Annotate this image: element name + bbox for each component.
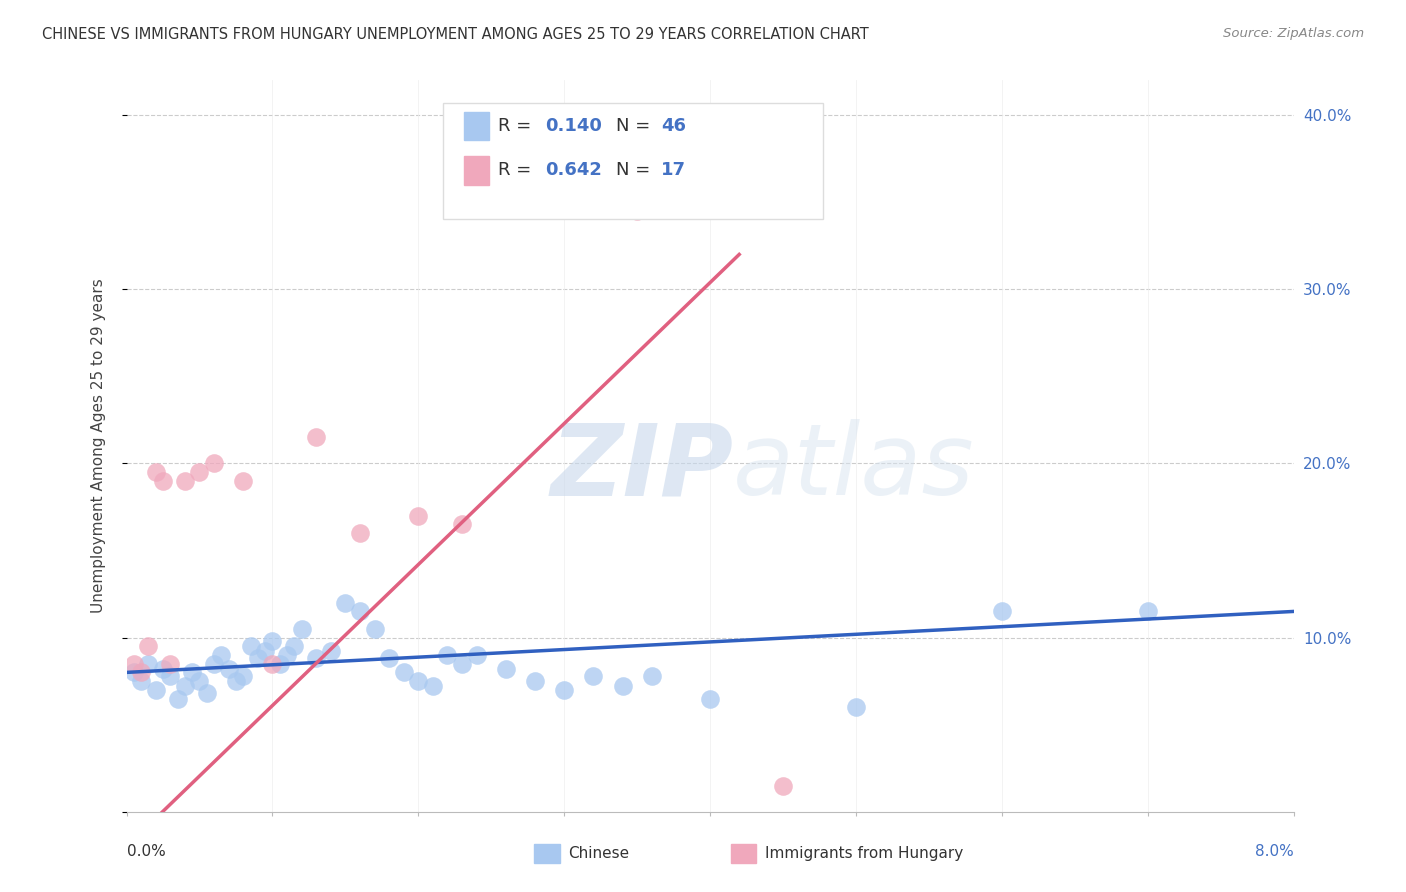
Point — [378, 651, 401, 665]
Point — [408, 674, 430, 689]
Point — [349, 526, 371, 541]
Point — [349, 604, 371, 618]
Text: Chinese: Chinese — [568, 847, 628, 861]
Point — [195, 686, 218, 700]
Point — [772, 779, 794, 793]
Text: 0.642: 0.642 — [546, 161, 602, 179]
Point — [122, 657, 145, 671]
Point — [990, 604, 1012, 618]
Point — [152, 474, 174, 488]
Text: 8.0%: 8.0% — [1254, 845, 1294, 859]
Point — [626, 203, 648, 218]
Point — [181, 665, 204, 680]
Point — [305, 651, 328, 665]
Point — [465, 648, 488, 662]
Point — [138, 640, 160, 654]
Point — [122, 665, 145, 680]
Point — [209, 648, 232, 662]
Text: 0.140: 0.140 — [546, 117, 602, 135]
Point — [392, 665, 415, 680]
Point — [225, 674, 247, 689]
Text: CHINESE VS IMMIGRANTS FROM HUNGARY UNEMPLOYMENT AMONG AGES 25 TO 29 YEARS CORREL: CHINESE VS IMMIGRANTS FROM HUNGARY UNEMP… — [42, 27, 869, 42]
Point — [202, 657, 225, 671]
Point — [239, 640, 262, 654]
Point — [553, 682, 575, 697]
Point — [335, 596, 357, 610]
Point — [159, 657, 181, 671]
Text: R =: R = — [498, 161, 537, 179]
Point — [129, 674, 152, 689]
Point — [699, 691, 721, 706]
Point — [129, 665, 152, 680]
Point — [436, 648, 458, 662]
Point — [305, 430, 328, 444]
Point — [232, 669, 254, 683]
Point — [202, 457, 225, 471]
Text: ZIP: ZIP — [550, 419, 734, 516]
Point — [276, 648, 298, 662]
Point — [523, 674, 546, 689]
Point — [166, 691, 188, 706]
Point — [174, 474, 197, 488]
Point — [218, 662, 240, 676]
Point — [451, 657, 474, 671]
Point — [641, 669, 664, 683]
Text: N =: N = — [616, 161, 655, 179]
Point — [138, 657, 160, 671]
Point — [582, 669, 605, 683]
Point — [159, 669, 181, 683]
Point — [188, 465, 211, 479]
Point — [1136, 604, 1159, 618]
Text: 46: 46 — [661, 117, 686, 135]
Point — [254, 644, 277, 658]
Text: 0.0%: 0.0% — [127, 845, 166, 859]
Point — [612, 679, 634, 693]
Y-axis label: Unemployment Among Ages 25 to 29 years: Unemployment Among Ages 25 to 29 years — [91, 278, 105, 614]
Point — [145, 682, 167, 697]
Point — [269, 657, 291, 671]
Text: Immigrants from Hungary: Immigrants from Hungary — [765, 847, 963, 861]
Point — [262, 634, 284, 648]
Point — [152, 662, 174, 676]
Point — [495, 662, 517, 676]
Text: N =: N = — [616, 117, 655, 135]
Point — [422, 679, 444, 693]
Point — [319, 644, 342, 658]
Point — [145, 465, 167, 479]
Point — [283, 640, 305, 654]
Point — [408, 508, 430, 523]
Text: atlas: atlas — [734, 419, 974, 516]
Point — [232, 474, 254, 488]
Point — [363, 622, 385, 636]
Point — [246, 651, 269, 665]
Text: Source: ZipAtlas.com: Source: ZipAtlas.com — [1223, 27, 1364, 40]
Point — [451, 517, 474, 532]
Text: R =: R = — [498, 117, 537, 135]
Point — [174, 679, 197, 693]
Point — [188, 674, 211, 689]
Point — [262, 657, 284, 671]
Point — [845, 700, 868, 714]
Point — [290, 622, 312, 636]
Text: 17: 17 — [661, 161, 686, 179]
